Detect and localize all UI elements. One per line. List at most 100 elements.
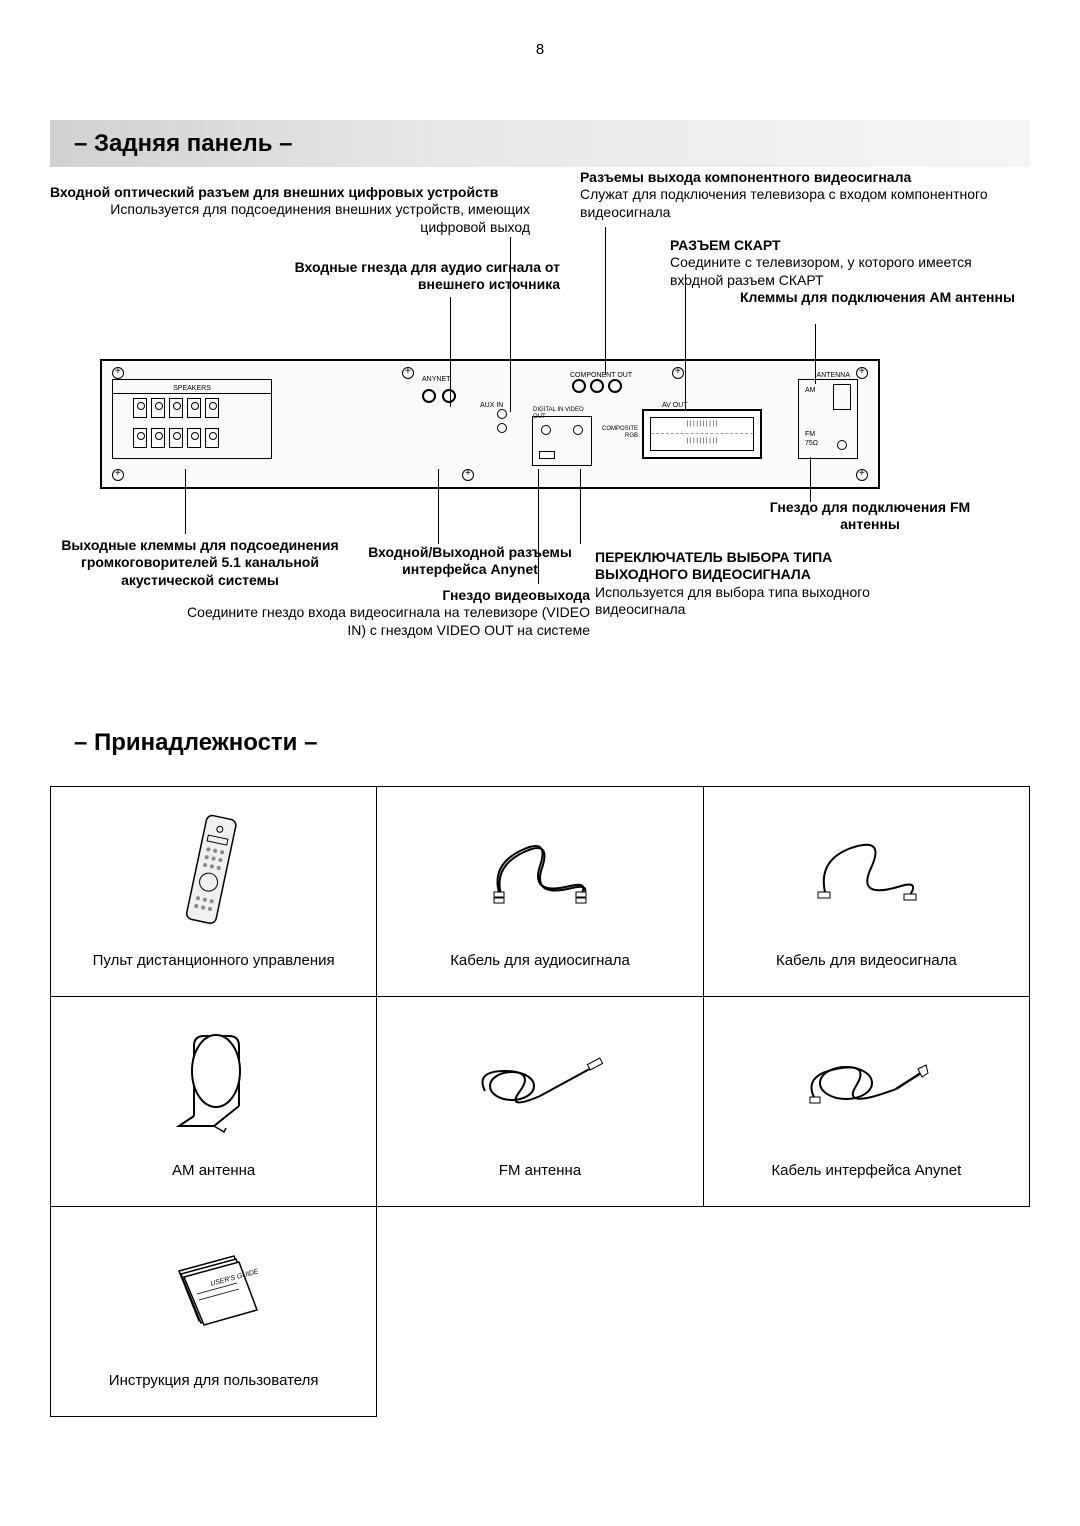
accessory-label: AM антенна: [61, 1161, 366, 1181]
callout-video-sel: ПЕРЕКЛЮЧАТЕЛЬ ВЫБОРА ТИПА ВЫХОДНОГО ВИДЕ…: [595, 549, 915, 619]
rear-panel-diagram: SPEAKERS ANYNET: [100, 359, 880, 489]
fm-jack-icon: [837, 440, 847, 450]
jack-icon: [590, 379, 604, 393]
callout-am-ant-bold: Клеммы для подключения AM антенны: [740, 289, 1020, 307]
speaker-terminal: [133, 398, 147, 418]
callout-am-ant: Клеммы для подключения AM антенны: [740, 289, 1020, 307]
callout-video-out-bold: Гнездо видеовыхода: [180, 587, 590, 605]
speaker-terminal: [205, 398, 219, 418]
accessory-label: FM антенна: [387, 1161, 692, 1181]
composite-rgb-label: COMPOSITERGB: [602, 426, 638, 442]
accessories-title: – Принадлежности –: [50, 719, 1030, 766]
accessory-cell: FM антенна: [377, 996, 703, 1206]
leader-line: [580, 469, 581, 544]
jack-icon: [497, 423, 507, 433]
callout-video-sel-bold: ПЕРЕКЛЮЧАТЕЛЬ ВЫБОРА ТИПА ВЫХОДНОГО ВИДЕ…: [595, 549, 915, 584]
optical-jack-icon: [541, 425, 551, 435]
leader-line: [605, 227, 606, 375]
component-out-jacks: [572, 379, 642, 393]
screw-icon: [112, 367, 124, 379]
callout-component-out-bold: Разъемы выхода компонентного видеосигнал…: [580, 169, 1000, 187]
page-number: 8: [50, 40, 1030, 60]
leader-line: [438, 469, 439, 544]
screw-icon: [402, 367, 414, 379]
callout-optical-in: Входной оптический разъем для внешних ци…: [50, 184, 570, 237]
scart-connector: | | | | | | | | | | | | | | | | | | | |: [642, 409, 762, 459]
accessory-label: Кабель интерфейса Anynet: [714, 1161, 1019, 1181]
callout-fm-ant-bold: Гнездо для подключения FM антенны: [750, 499, 990, 534]
digital-label: DIGITAL IN VIDEO OUT: [533, 407, 591, 423]
jack-icon: [572, 379, 586, 393]
leader-line: [510, 237, 511, 412]
speaker-terminal: [205, 428, 219, 448]
screw-icon: [856, 367, 868, 379]
leader-line: [685, 274, 686, 409]
video-switch: [539, 451, 555, 459]
antenna-block: AM FM75Ω: [798, 379, 858, 459]
speaker-terminal: [151, 398, 165, 418]
callout-optical-in-bold: Входной оптический разъем для внешних ци…: [50, 184, 570, 202]
am-terminal: [833, 384, 851, 410]
accessory-label: Пульт дистанционного управления: [61, 951, 366, 971]
callout-scart-text: Соедините с телевизором, у которого имее…: [670, 254, 1020, 289]
callout-fm-ant: Гнездо для подключения FM антенны: [750, 499, 990, 534]
screw-icon: [112, 469, 124, 481]
callout-anynet: Входной/Выходной разъемы интерфейса Anyn…: [355, 544, 585, 579]
callout-anynet-bold: Входной/Выходной разъемы интерфейса Anyn…: [355, 544, 585, 579]
leader-line: [185, 469, 186, 534]
screw-icon: [462, 469, 474, 481]
anynet-jacks: [422, 379, 472, 397]
accessory-label: Кабель для видеосигнала: [714, 951, 1019, 971]
fm-label: FM75Ω: [805, 430, 818, 448]
screw-icon: [856, 469, 868, 481]
callout-speaker-out-bold: Выходные клеммы для подсоединения громко…: [50, 537, 350, 590]
leader-line: [810, 457, 811, 502]
jack-icon: [422, 389, 436, 403]
rear-panel-section: Входной оптический разъем для внешних ци…: [50, 179, 1030, 679]
scart-pins: | | | | | | | | | | | | | | | | | | | |: [650, 417, 754, 451]
jack-icon: [608, 379, 622, 393]
video-jack-icon: [573, 425, 583, 435]
speaker-terminal: [151, 428, 165, 448]
speaker-terminal: [187, 428, 201, 448]
audio-cable-icon: [387, 811, 692, 931]
am-label: AM: [805, 386, 816, 395]
video-cable-icon: [714, 811, 1019, 931]
speaker-terminal: [187, 398, 201, 418]
callout-video-sel-text: Используется для выбора типа выходного в…: [595, 584, 915, 619]
accessory-cell: Кабель для видеосигнала: [703, 786, 1029, 996]
leader-line: [815, 324, 816, 384]
fm-antenna-icon: [387, 1021, 692, 1141]
speaker-terminal: [169, 428, 183, 448]
accessory-cell: Кабель интерфейса Anynet: [703, 996, 1029, 1206]
jack-icon: [442, 389, 456, 403]
remote-icon: [61, 811, 366, 931]
accessory-cell: Кабель для аудиосигнала: [377, 786, 703, 996]
screw-icon: [672, 367, 684, 379]
empty-cell: [703, 1206, 1029, 1416]
callout-component-out-text: Служат для подключения телевизора с вход…: [580, 186, 1000, 221]
accessory-cell: AM антенна: [51, 996, 377, 1206]
speaker-terminal: [169, 398, 183, 418]
callout-speaker-out: Выходные клеммы для подсоединения громко…: [50, 537, 350, 590]
video-out-block: DIGITAL IN VIDEO OUT: [532, 416, 592, 466]
am-antenna-icon: [61, 1021, 366, 1141]
leader-line: [450, 297, 451, 407]
speaker-terminal: [133, 428, 147, 448]
accessory-cell: Пульт дистанционного управления: [51, 786, 377, 996]
callout-video-out-text: Соедините гнездо входа видеосигнала на т…: [180, 604, 590, 639]
callout-scart: РАЗЪЕМ СКАРТ Соедините с телевизором, у …: [670, 237, 1020, 290]
anynet-cable-icon: [714, 1021, 1019, 1141]
accessory-cell: USER'S GUIDE Инструкция для пользователя: [51, 1206, 377, 1416]
callout-optical-in-text: Используется для подсоединения внешних у…: [50, 201, 570, 236]
aux-in-jacks: [482, 409, 522, 433]
callout-component-out: Разъемы выхода компонентного видеосигнал…: [580, 169, 1000, 222]
callout-video-out: Гнездо видеовыхода Соедините гнездо вход…: [180, 587, 590, 640]
page: 8 – Задняя панель – Входной оптический р…: [0, 0, 1080, 1457]
accessories-table: Пульт дистанционного управления Кабель д…: [50, 786, 1030, 1417]
empty-cell: [377, 1206, 703, 1416]
jack-icon: [497, 409, 507, 419]
accessory-label: Инструкция для пользователя: [61, 1371, 366, 1391]
rear-panel-title: – Задняя панель –: [50, 120, 1030, 167]
speakers-label: SPEAKERS: [113, 384, 271, 394]
